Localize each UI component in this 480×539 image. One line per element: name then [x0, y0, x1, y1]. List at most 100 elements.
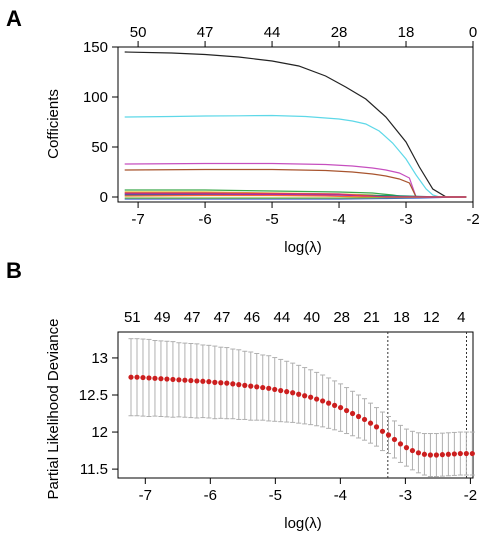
y-tick-label: 11.5: [80, 461, 108, 478]
deviance-point: [242, 382, 248, 388]
deviance-point: [302, 393, 308, 399]
deviance-point: [361, 416, 368, 423]
x-tick-label: -4: [334, 487, 347, 504]
deviance-point: [164, 376, 170, 382]
coefficient-path-3: [124, 162, 467, 198]
deviance-point: [224, 380, 230, 386]
deviance-point: [445, 451, 451, 457]
deviance-point: [176, 377, 182, 383]
y-tick-label: 12: [91, 424, 108, 441]
panel-a-label: A: [6, 6, 22, 31]
deviance-point: [409, 447, 416, 454]
deviance-point: [397, 441, 404, 447]
panel-a-y-axis: 0 50 100 150: [83, 39, 118, 206]
deviance-point: [439, 452, 445, 458]
top-tick-label: 12: [423, 309, 440, 326]
deviance-point: [379, 428, 386, 434]
deviance-point: [284, 389, 290, 395]
deviance-point: [272, 386, 278, 393]
deviance-point: [230, 381, 236, 387]
panel-a-plot-frame: [117, 46, 474, 203]
coefficient-path-12: [124, 192, 467, 198]
top-tick-label: 49: [154, 309, 171, 326]
deviance-point: [236, 382, 242, 388]
deviance-point: [385, 432, 392, 438]
deviance-point: [128, 374, 134, 380]
deviance-point: [332, 402, 338, 408]
deviance-point: [391, 436, 398, 443]
coefficient-path-1: [124, 51, 467, 198]
x-tick-label: -3: [399, 211, 412, 228]
coefficient-path-2: [124, 114, 467, 198]
deviance-point: [463, 450, 469, 457]
panel-b-top-axis: 51 49 47 47 46 44 40 28 21 18 12 4: [124, 309, 466, 326]
panel-b-x-axis: -7 -6 -5 -4 -3 -2: [139, 478, 477, 504]
deviance-point: [254, 384, 260, 390]
x-tick-label: -5: [269, 487, 282, 504]
top-tick-label: 21: [363, 309, 380, 326]
y-tick-label: 100: [83, 89, 108, 106]
panel-b-y-axis: 11.5 12 12.5 13: [79, 350, 118, 478]
top-tick-label: 47: [184, 309, 201, 326]
deviance-point: [451, 451, 457, 457]
top-tick-label: 0: [469, 24, 477, 41]
top-tick-label: 47: [197, 24, 214, 41]
deviance-point: [320, 398, 326, 404]
deviance-point: [218, 380, 224, 386]
y-tick-label: 50: [91, 139, 108, 156]
panel-a-series-group: [124, 51, 467, 200]
top-tick-label: 50: [130, 24, 147, 41]
deviance-point: [367, 420, 374, 426]
deviance-point: [296, 391, 302, 397]
panel-b-label: B: [6, 258, 22, 283]
deviance-point: [206, 379, 212, 385]
deviance-point: [343, 407, 350, 414]
deviance-point: [182, 377, 188, 383]
deviance-point: [314, 396, 320, 402]
deviance-point: [427, 452, 434, 458]
deviance-point: [457, 450, 463, 457]
deviance-point: [421, 451, 428, 457]
deviance-point: [260, 384, 266, 391]
deviance-point: [158, 376, 164, 382]
top-tick-label: 18: [398, 24, 415, 41]
x-tick-label: -7: [131, 211, 144, 228]
x-tick-label: -3: [399, 487, 412, 504]
panel-a-y-axis-title: Cofficients: [45, 89, 62, 159]
top-tick-label: 40: [303, 309, 320, 326]
deviance-point: [290, 390, 296, 396]
x-tick-label: -7: [139, 487, 152, 504]
panel-a-x-axis-title: log(λ): [284, 239, 322, 256]
deviance-point: [170, 376, 176, 383]
deviance-point: [278, 387, 284, 394]
x-tick-label: -5: [265, 211, 278, 228]
top-tick-label: 28: [333, 309, 350, 326]
top-tick-label: 47: [214, 309, 231, 326]
deviance-point: [194, 378, 200, 384]
deviance-point: [188, 377, 194, 384]
deviance-point: [140, 374, 146, 381]
coefficient-path-4: [124, 168, 467, 198]
panel-b-points: [128, 374, 475, 458]
panel-a: A -7 -6 -5 -4 -3 -2 0 50 100 150 50 47 44 28 18 0 log…: [6, 6, 480, 256]
top-tick-label: 18: [393, 309, 410, 326]
deviance-point: [355, 413, 362, 420]
panel-b-x-axis-title: log(λ): [284, 515, 322, 532]
panel-b-plot-frame: [117, 331, 474, 479]
x-tick-label: -6: [204, 487, 217, 504]
y-tick-label: 12.5: [79, 387, 108, 404]
deviance-point: [469, 450, 475, 457]
x-tick-label: -4: [332, 211, 345, 228]
panel-a-top-axis: 50 47 44 28 18 0: [130, 24, 477, 47]
deviance-point: [212, 379, 218, 385]
deviance-point: [308, 394, 314, 400]
panel-b-y-axis-title: Partial Likelihood Deviance: [45, 319, 62, 500]
top-tick-label: 51: [124, 309, 141, 326]
deviance-point: [200, 378, 206, 384]
deviance-point: [433, 452, 440, 458]
top-tick-label: 44: [274, 309, 291, 326]
x-tick-label: -6: [198, 211, 211, 228]
x-tick-label: -2: [466, 211, 479, 228]
